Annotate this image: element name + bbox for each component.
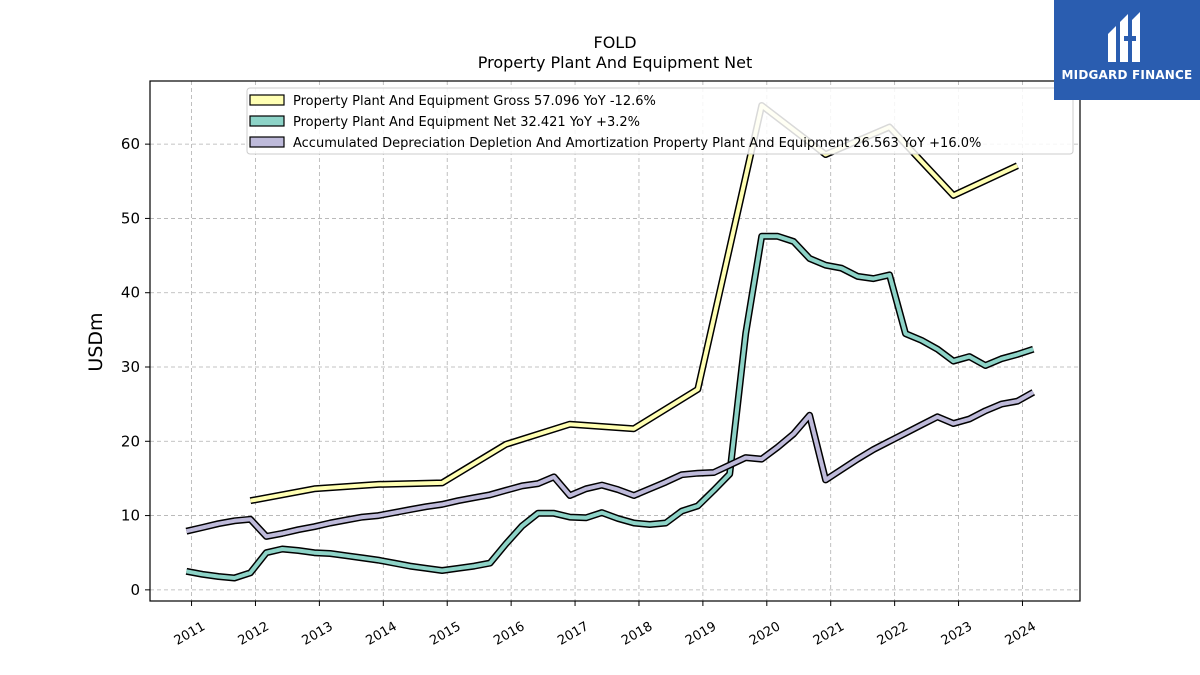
x-tick-label: 2022 bbox=[875, 619, 911, 649]
x-tick-label: 2016 bbox=[491, 619, 527, 649]
plot-frame bbox=[149, 80, 1081, 602]
x-tick-label: 2023 bbox=[939, 619, 975, 649]
x-tick-label: 2011 bbox=[172, 619, 208, 649]
axis-ticks: 0 10 20 30 40 50 60 2011 2012 2013 2014 2015 2016 201… bbox=[121, 135, 1039, 649]
x-tick-label: 2018 bbox=[619, 619, 655, 649]
y-tick-label: 10 bbox=[121, 507, 140, 525]
chart-title: FOLD bbox=[593, 33, 636, 52]
series-line-net bbox=[186, 234, 1034, 580]
y-tick-label: 50 bbox=[121, 209, 140, 227]
x-tick-label: 2012 bbox=[236, 619, 272, 649]
y-tick-label: 20 bbox=[121, 432, 140, 450]
legend-label-gross: Property Plant And Equipment Gross 57.09… bbox=[293, 94, 656, 109]
x-tick-label: 2017 bbox=[555, 619, 591, 649]
legend-frame bbox=[246, 87, 1074, 155]
y-tick-label: 30 bbox=[121, 358, 140, 376]
legend-label-depreciation: Accumulated Depreciation Depletion And A… bbox=[293, 136, 981, 151]
x-tick-label: 2024 bbox=[1003, 619, 1039, 649]
y-axis-label: USDm bbox=[85, 312, 107, 371]
logo-mark-icon bbox=[1108, 12, 1140, 62]
legend-swatch-depreciation bbox=[249, 136, 285, 148]
y-tick-label: 60 bbox=[121, 135, 140, 153]
logo-badge: MIDGARD FINANCE bbox=[1054, 0, 1200, 100]
x-tick-label: 2020 bbox=[747, 619, 783, 649]
grid bbox=[150, 81, 1080, 601]
x-tick-label: 2019 bbox=[683, 619, 719, 649]
series-line-depreciation bbox=[185, 390, 1035, 539]
y-tick-label: 0 bbox=[130, 581, 140, 599]
x-tick-label: 2013 bbox=[300, 619, 336, 649]
x-tick-label: 2014 bbox=[363, 619, 399, 649]
legend-label-net: Property Plant And Equipment Net 32.421 … bbox=[293, 115, 640, 130]
y-tick-label: 40 bbox=[121, 284, 140, 302]
x-tick-label: 2021 bbox=[811, 619, 847, 649]
legend-swatch-gross bbox=[249, 94, 285, 106]
logo-text: MIDGARD FINANCE bbox=[1061, 68, 1193, 82]
legend: Property Plant And Equipment Gross 57.09… bbox=[246, 87, 1074, 155]
x-tick-label: 2015 bbox=[427, 619, 463, 649]
legend-swatch-net bbox=[249, 115, 285, 127]
chart-subtitle: Property Plant And Equipment Net bbox=[478, 53, 753, 72]
series-lines bbox=[185, 102, 1036, 582]
